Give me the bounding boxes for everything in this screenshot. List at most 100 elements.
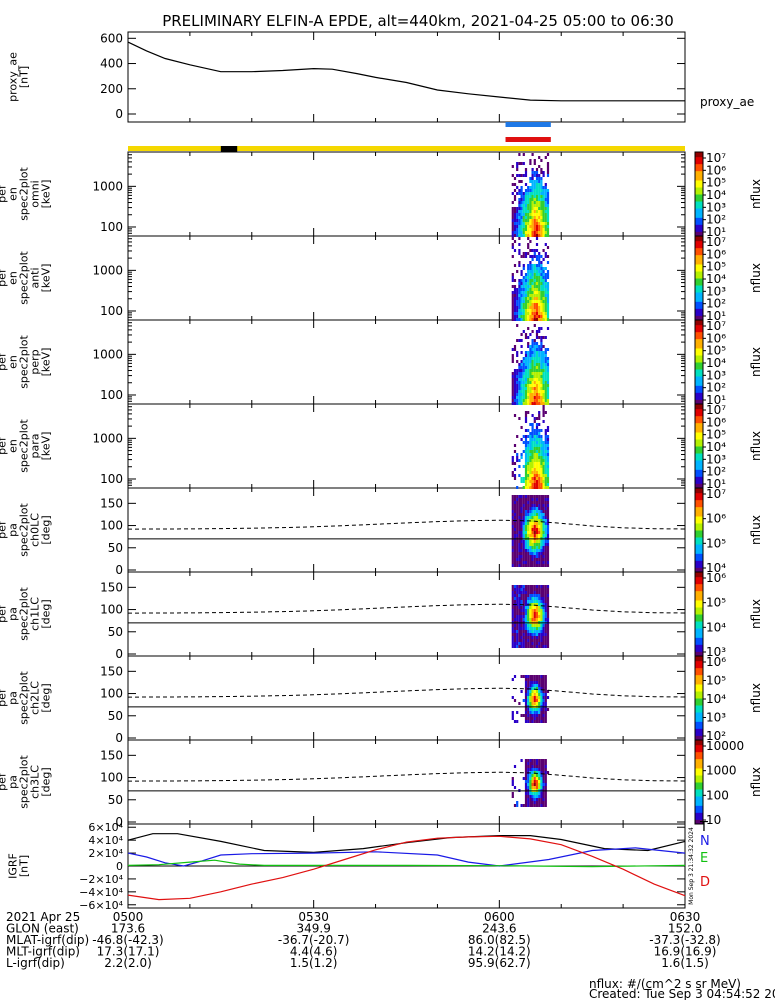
heatmap-cell bbox=[540, 501, 543, 504]
heatmap-cell bbox=[538, 402, 541, 405]
heatmap-cell bbox=[529, 642, 532, 645]
colorbar-cell bbox=[695, 616, 703, 620]
heatmap-cell bbox=[522, 282, 525, 285]
colorbar-cell bbox=[695, 716, 703, 720]
colorbar-cell bbox=[695, 259, 703, 263]
heatmap-cell bbox=[544, 372, 547, 375]
heatmap-cell bbox=[535, 555, 539, 558]
heatmap-cell bbox=[544, 507, 547, 510]
heatmap-cell bbox=[511, 531, 514, 534]
series-label: proxy_ae bbox=[700, 95, 754, 109]
heatmap-cell bbox=[542, 603, 545, 606]
colorbar-cell bbox=[695, 614, 703, 617]
heatmap-cell bbox=[518, 174, 521, 177]
colorbar-tick-label: 10⁴ bbox=[706, 620, 726, 634]
panel-frame bbox=[127, 151, 686, 237]
heatmap-cell bbox=[524, 231, 528, 234]
heatmap-cell bbox=[542, 480, 545, 483]
heatmap-cell bbox=[531, 777, 534, 780]
colorbar-cell bbox=[695, 404, 703, 407]
y-axis-label-line: [deg] bbox=[40, 683, 53, 712]
heatmap-cell bbox=[520, 612, 523, 615]
heatmap-cell bbox=[535, 387, 539, 390]
heatmap-cell bbox=[540, 462, 543, 465]
heatmap-cell bbox=[538, 534, 541, 537]
heatmap-cell bbox=[513, 510, 517, 513]
heatmap-cell bbox=[531, 711, 534, 714]
heatmap-cell bbox=[531, 618, 534, 621]
heatmap-cell bbox=[527, 318, 530, 321]
heatmap-cell bbox=[522, 276, 525, 279]
heatmap-cell bbox=[520, 303, 523, 306]
heatmap-cell bbox=[544, 357, 547, 360]
heatmap-cell bbox=[520, 297, 523, 300]
heatmap-cell bbox=[546, 366, 550, 369]
heatmap-cell bbox=[524, 441, 528, 444]
heatmap-cell bbox=[524, 462, 528, 465]
footer-row-value: 349.9 bbox=[296, 922, 330, 936]
heatmap-cell bbox=[544, 525, 547, 528]
heatmap-cell bbox=[544, 486, 547, 489]
colorbar-cell bbox=[695, 182, 703, 186]
heatmap-cell bbox=[546, 402, 550, 405]
heatmap-cell bbox=[511, 549, 514, 552]
heatmap-cell bbox=[527, 486, 530, 489]
heatmap-cell bbox=[544, 282, 547, 285]
heatmap-cell bbox=[535, 189, 539, 192]
heatmap-cell bbox=[538, 192, 541, 195]
heatmap-cell bbox=[524, 192, 528, 195]
heatmap-cell bbox=[527, 198, 530, 201]
heatmap-cell bbox=[513, 297, 517, 300]
heatmap-cell bbox=[538, 555, 541, 558]
heatmap-cell bbox=[529, 234, 532, 237]
heatmap-cell bbox=[529, 219, 532, 222]
heatmap-cell bbox=[546, 591, 550, 594]
heatmap-cell bbox=[542, 801, 545, 804]
colorbar-cell bbox=[695, 784, 703, 788]
heatmap-cell bbox=[533, 375, 536, 378]
heatmap-cell bbox=[546, 474, 550, 477]
heatmap-cell bbox=[546, 204, 550, 207]
heatmap-cell bbox=[535, 360, 539, 363]
y-axis-label-line: anti bbox=[29, 267, 42, 288]
heatmap-cell bbox=[535, 708, 539, 711]
heatmap-cell bbox=[531, 450, 534, 453]
colorbar-cell bbox=[695, 460, 703, 463]
heatmap-cell bbox=[511, 165, 514, 168]
heatmap-cell bbox=[529, 465, 532, 468]
y-axis-label-line: omni bbox=[29, 180, 42, 207]
heatmap-cell bbox=[533, 513, 536, 516]
colorbar-cell bbox=[695, 201, 703, 204]
colorbar-tick-label: 10⁶ bbox=[706, 655, 726, 669]
heatmap-cell bbox=[520, 639, 523, 642]
colorbar-cell bbox=[695, 362, 703, 365]
heatmap-cell bbox=[544, 624, 547, 627]
heatmap-cell bbox=[511, 618, 514, 621]
heatmap-cell bbox=[544, 198, 547, 201]
heatmap-cell bbox=[531, 783, 534, 786]
colorbar-cell bbox=[695, 355, 703, 358]
heatmap-cell bbox=[529, 780, 532, 783]
colorbar-cell bbox=[695, 637, 703, 641]
heatmap-cell bbox=[535, 276, 539, 279]
heatmap-cell bbox=[531, 294, 534, 297]
y-tick-label: 0 bbox=[115, 107, 123, 121]
heatmap-cell bbox=[533, 267, 536, 270]
colorbar-cell bbox=[695, 343, 703, 347]
heatmap-cell bbox=[538, 285, 541, 288]
heatmap-cell bbox=[535, 675, 539, 678]
colorbar-cell bbox=[695, 544, 703, 547]
heatmap-cell bbox=[540, 372, 543, 375]
heatmap-cell bbox=[535, 459, 539, 462]
colorbar-cell bbox=[695, 366, 703, 370]
heatmap-cell bbox=[524, 540, 528, 543]
heatmap-cell bbox=[535, 504, 539, 507]
heatmap-cell bbox=[542, 189, 545, 192]
colorbar-cell bbox=[695, 583, 703, 587]
heatmap-cell bbox=[542, 390, 545, 393]
heatmap-cell bbox=[518, 474, 521, 477]
heatmap-cell bbox=[513, 720, 517, 723]
heatmap-cell bbox=[538, 480, 541, 483]
heatmap-cell bbox=[540, 228, 543, 231]
heatmap-cell bbox=[533, 552, 536, 555]
